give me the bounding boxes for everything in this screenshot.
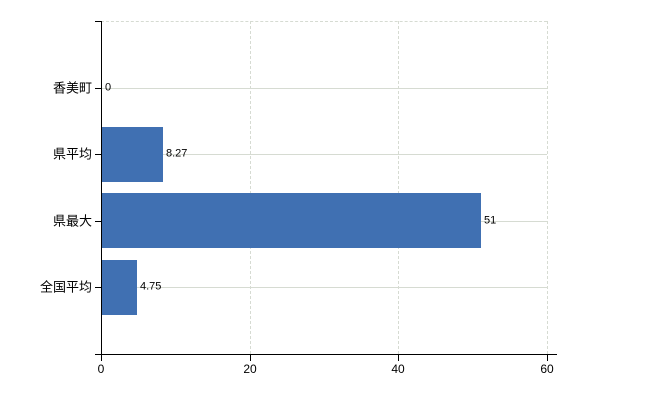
y-axis-tick — [95, 221, 101, 222]
vertical-gridline — [250, 21, 251, 354]
y-axis-line — [101, 21, 102, 355]
category-label: 全国平均 — [39, 279, 92, 295]
horizontal-gridline — [102, 88, 547, 89]
y-axis-tick — [95, 154, 101, 155]
x-tick-label: 40 — [391, 362, 405, 376]
y-axis-tick — [95, 88, 101, 89]
category-label: 香美町 — [52, 80, 92, 96]
x-axis-line — [101, 354, 557, 355]
horizontal-gridline — [102, 154, 547, 155]
value-label: 4.75 — [140, 280, 162, 293]
category-label: 県平均 — [52, 146, 92, 162]
vertical-gridline — [398, 21, 399, 354]
x-axis-tick — [547, 355, 548, 361]
y-axis-tick — [95, 354, 101, 355]
x-tick-label: 20 — [243, 362, 257, 376]
bar — [102, 193, 481, 248]
x-axis-tick — [250, 355, 251, 361]
bar — [102, 260, 137, 315]
horizontal-gridline — [102, 287, 547, 288]
x-axis-tick — [398, 355, 399, 361]
category-label: 県最大 — [52, 213, 92, 229]
x-tick-label: 0 — [97, 362, 105, 376]
x-axis-tick — [101, 355, 102, 361]
vertical-gridline — [547, 21, 548, 354]
plot-top-border — [101, 21, 547, 22]
value-label: 51 — [484, 214, 497, 227]
bar — [102, 127, 163, 182]
value-label: 8.27 — [166, 147, 188, 160]
x-tick-label: 60 — [540, 362, 554, 376]
value-label: 0 — [105, 81, 112, 94]
y-axis-tick — [95, 287, 101, 288]
y-axis-tick — [95, 21, 101, 22]
